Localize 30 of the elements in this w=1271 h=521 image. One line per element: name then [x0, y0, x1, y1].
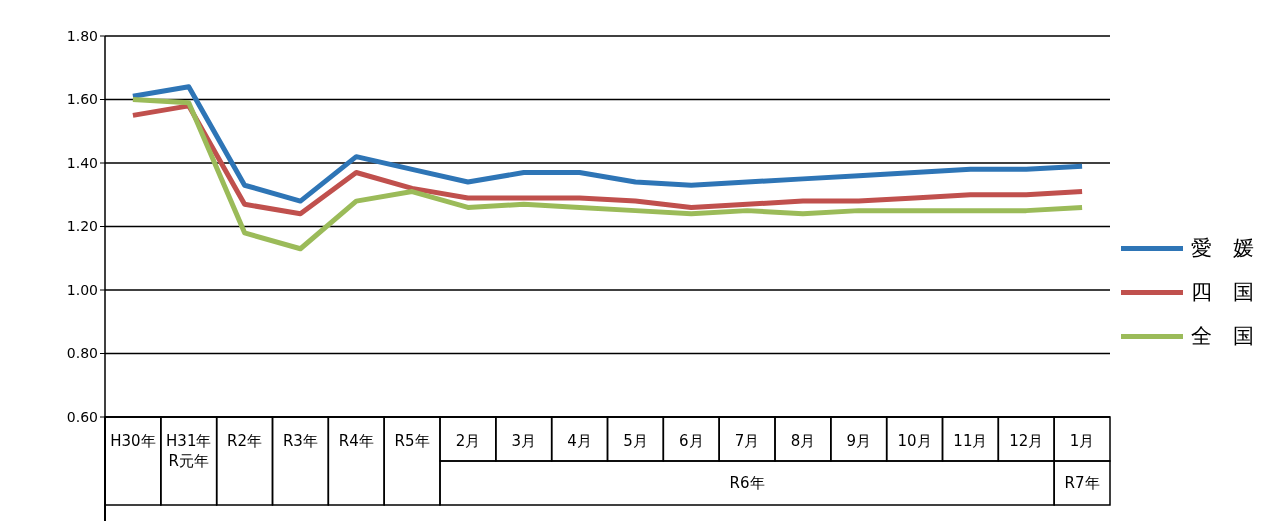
y-tick-label: 1.80	[66, 27, 98, 44]
x-tick-label: 2月	[455, 432, 481, 450]
x-tick-label: R3年	[282, 432, 318, 450]
x-tick-label: 10月	[897, 432, 932, 450]
y-tick-label: 1.60	[66, 91, 98, 108]
y-tick-label: 1.40	[66, 154, 98, 171]
text: R7年	[1064, 474, 1100, 492]
x-tick-label: 12月	[1009, 432, 1044, 450]
x-tick-label: H30年	[110, 432, 156, 450]
y-tick-label: 0.60	[66, 408, 98, 425]
y-tick-label: 1.20	[66, 218, 98, 235]
x-tick-label: R2年	[227, 432, 263, 450]
x-tick-label: 9月	[846, 432, 872, 450]
x-tick-label: 8月	[790, 432, 816, 450]
x-tick-label: H31年 R元年	[166, 432, 212, 470]
x-tick-label: R5年	[394, 432, 430, 450]
x-tick-label: 6月	[678, 432, 704, 450]
x-tick-label: 5月	[623, 432, 648, 450]
text: R6年	[729, 474, 765, 492]
x-tick-label: 7月	[734, 432, 760, 450]
x-tick-label: R4年	[338, 432, 374, 450]
x-tick-label: 11月	[953, 432, 988, 450]
y-tick-label: 0.80	[66, 345, 98, 362]
x-tick-label: 1月	[1069, 432, 1095, 450]
legend-label: 愛 媛	[1191, 235, 1254, 262]
y-tick-label: 1.00	[66, 281, 98, 298]
x-tick-label: 4月	[567, 432, 592, 450]
x-tick-label: 3月	[511, 432, 537, 450]
legend-label: 全 国	[1191, 323, 1254, 350]
legend-label: 四 国	[1191, 279, 1254, 306]
